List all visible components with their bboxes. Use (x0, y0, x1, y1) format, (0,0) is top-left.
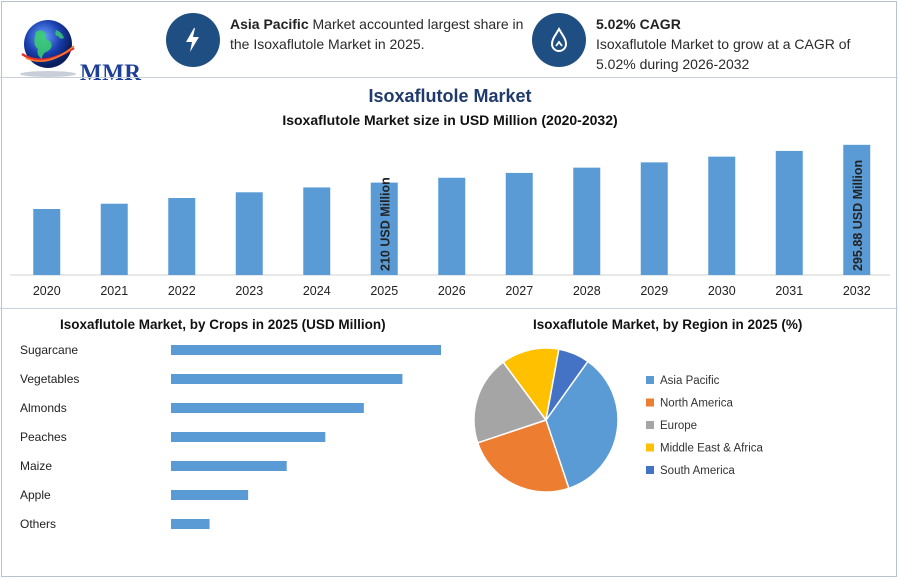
x-tick-2030: 2030 (708, 284, 736, 298)
x-tick-2032: 2032 (843, 284, 871, 298)
region-pie-chart: Asia Pacific North America Europe Middle Ea… (473, 347, 764, 493)
crop-bar-maize (171, 461, 287, 471)
pie-slice-middle-east-africa (502, 347, 560, 422)
crop-label-vegetables: Vegetables (20, 372, 79, 386)
pie-slice-south-america (545, 348, 589, 421)
bar-2021 (100, 203, 128, 275)
crop-bar-apple (171, 490, 249, 500)
kpi-right-text: 5.02% CAGR Isoxaflutole Market to grow a… (596, 14, 886, 74)
region-chart-title: Isoxaflutole Market, by Region in 2025 (… (533, 317, 803, 332)
crop-label-almonds: Almonds (20, 401, 67, 415)
market-size-bar-chart: 2020 2021 2022 2023 2024 2025 210 USD Million 2… (10, 144, 890, 298)
kpi-right-circle (532, 13, 586, 67)
legend-swatch-north-america (646, 398, 654, 407)
crop-label-sugarcane: Sugarcane (20, 343, 78, 357)
legend-swatch-middle-east-africa (646, 443, 654, 452)
kpi-left-text: Asia Pacific Market accounted largest sh… (230, 14, 530, 54)
legend-label-asia-pacific: Asia Pacific (660, 375, 720, 387)
crop-bar-sugarcane (171, 345, 441, 355)
bar-2031 (775, 150, 803, 275)
crops-bar-chart: Sugarcane Vegetables Almonds Peaches Maize Ap… (20, 343, 441, 531)
legend-swatch-asia-pacific (646, 376, 654, 384)
mmr-logo: MMR (14, 16, 141, 85)
bar-2028 (573, 167, 601, 275)
legend-label-europe: Europe (660, 420, 697, 432)
legend-swatch-south-america (646, 466, 654, 474)
market-size-chart-title: Isoxaflutole Market size in USD Million … (282, 112, 618, 128)
legend-label-middle-east-africa: Middle East & Africa (660, 443, 764, 455)
bar-2025 (370, 182, 398, 275)
crop-label-others: Others (20, 517, 56, 531)
x-tick-2026: 2026 (438, 284, 466, 298)
bar-2030 (708, 156, 736, 275)
crops-chart-title: Isoxaflutole Market, by Crops in 2025 (U… (60, 317, 386, 332)
x-tick-2020: 2020 (33, 284, 61, 298)
kpi-right-title: 5.02% CAGR (596, 16, 681, 32)
x-tick-2029: 2029 (640, 284, 668, 298)
x-tick-2031: 2031 (775, 284, 803, 298)
crop-label-peaches: Peaches (20, 430, 67, 444)
bar-2023 (235, 192, 263, 275)
x-tick-2021: 2021 (100, 284, 128, 298)
bar-2020 (33, 209, 61, 275)
kpi-left-highlight: Asia Pacific (230, 16, 309, 32)
kpi-right-body: Isoxaflutole Market to grow at a CAGR of… (596, 36, 851, 72)
kpi-left-body: Market accounted largest share in the Is… (230, 16, 524, 52)
x-tick-2027: 2027 (505, 284, 533, 298)
kpi-left-circle (166, 13, 220, 67)
x-tick-2024: 2024 (303, 284, 331, 298)
growth-drop-icon (550, 27, 568, 52)
crop-bar-vegetables (171, 374, 403, 384)
bar-2022 (168, 198, 196, 275)
legend-label-south-america: South America (660, 465, 735, 477)
bar-2032 (843, 144, 871, 275)
bar-2029 (640, 162, 668, 275)
crop-bar-others (171, 519, 210, 529)
data-label-2032: 295.88 USD Million (851, 160, 865, 271)
crop-bar-almonds (171, 403, 364, 413)
pie-slice-north-america (476, 419, 570, 493)
logo-text: MMR (80, 60, 142, 85)
bar-2027 (505, 172, 533, 275)
x-tick-2028: 2028 (573, 284, 601, 298)
lightning-icon (186, 28, 199, 52)
crop-label-apple: Apple (20, 488, 51, 502)
crop-bar-peaches (171, 432, 326, 442)
x-tick-2022: 2022 (168, 284, 196, 298)
data-label-2025: 210 USD Million (378, 177, 392, 271)
legend-label-north-america: North America (660, 398, 733, 410)
pie-slice-asia-pacific (545, 360, 619, 490)
bar-2024 (303, 187, 331, 275)
pie-slice-europe (473, 361, 548, 444)
section-divider (0, 308, 898, 309)
x-tick-2023: 2023 (235, 284, 263, 298)
legend-swatch-europe (646, 421, 654, 429)
x-tick-2025: 2025 (370, 284, 398, 298)
header-divider (0, 77, 898, 78)
globe-icon (20, 20, 76, 77)
main-title: Isoxaflutole Market (368, 86, 532, 106)
bar-2026 (438, 177, 466, 275)
crop-label-maize: Maize (20, 459, 52, 473)
